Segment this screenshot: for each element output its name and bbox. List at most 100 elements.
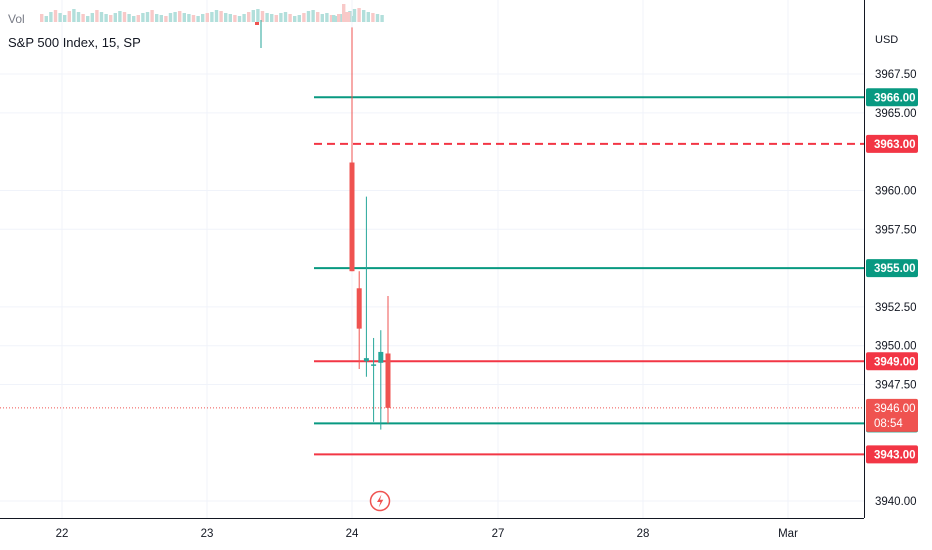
candlestick-series[interactable] bbox=[349, 27, 391, 430]
volume-bar bbox=[265, 13, 269, 22]
volume-bar bbox=[237, 16, 242, 22]
volume-bar bbox=[332, 15, 336, 22]
volume-bar bbox=[306, 11, 311, 22]
volume-bar bbox=[76, 12, 81, 22]
last-price-tag: 3946.00 08:54 bbox=[866, 398, 918, 432]
price-level-tag-label: 3943.00 bbox=[874, 449, 916, 461]
volume-bar bbox=[63, 15, 67, 22]
volume-bar bbox=[141, 13, 145, 22]
volume-bar bbox=[86, 16, 90, 22]
volume-bar bbox=[260, 11, 265, 22]
price-level-tag-background bbox=[866, 88, 918, 107]
volume-bar bbox=[228, 14, 232, 22]
volume-bar bbox=[339, 14, 343, 22]
price-level-tag-background bbox=[866, 259, 918, 278]
volume-bar bbox=[347, 12, 351, 22]
price-tick-label: 3947.50 bbox=[875, 380, 917, 392]
volume-bar bbox=[288, 14, 292, 22]
volume-bar bbox=[136, 15, 140, 22]
candle-body[interactable] bbox=[349, 162, 355, 272]
volume-bar bbox=[352, 16, 356, 22]
volume-bar bbox=[251, 10, 255, 22]
currency-label: USD bbox=[875, 34, 898, 46]
time-tick-label: Mar bbox=[778, 528, 798, 540]
volume-bar bbox=[155, 14, 159, 22]
time-tick-label: 27 bbox=[492, 528, 505, 540]
candle-body[interactable] bbox=[363, 358, 369, 362]
volume-bar bbox=[242, 14, 246, 22]
volume-bar bbox=[81, 14, 85, 22]
small-candle-body bbox=[255, 22, 259, 25]
time-axis-ticks: 22 23 24 27 28 Mar bbox=[56, 528, 798, 540]
volume-bar bbox=[375, 14, 380, 22]
candle-body[interactable] bbox=[356, 288, 362, 329]
candle-body[interactable] bbox=[378, 351, 384, 363]
volume-bar bbox=[366, 12, 370, 22]
volume-bar bbox=[293, 16, 297, 22]
grid-lines bbox=[0, 0, 864, 518]
volume-bar bbox=[219, 11, 223, 22]
time-tick-label: 22 bbox=[56, 528, 69, 540]
volume-bar bbox=[316, 12, 320, 22]
volume-bar bbox=[270, 14, 274, 22]
volume-bar bbox=[191, 15, 196, 22]
volume-bar bbox=[67, 11, 71, 22]
volume-bar bbox=[247, 12, 251, 22]
volume-bar bbox=[159, 15, 163, 22]
price-tick-label: 3957.50 bbox=[875, 224, 917, 236]
volume-bar bbox=[224, 13, 228, 22]
time-tick-label: 23 bbox=[201, 528, 214, 540]
volume-bar bbox=[357, 8, 361, 22]
volume-bar bbox=[196, 16, 200, 22]
volume-bar bbox=[164, 16, 168, 22]
volume-bar bbox=[302, 13, 306, 22]
volume-bar bbox=[90, 13, 94, 22]
last-price-value: 3946.00 bbox=[874, 403, 916, 415]
time-tick-label: 24 bbox=[346, 528, 359, 540]
volume-bar bbox=[53, 10, 58, 22]
volume-bar bbox=[173, 12, 177, 22]
price-level-tag-label: 3949.00 bbox=[874, 356, 916, 368]
volume-bar bbox=[337, 14, 341, 22]
candle-body[interactable] bbox=[385, 353, 391, 408]
volume-bar bbox=[311, 10, 315, 22]
price-tick-label: 3950.00 bbox=[875, 341, 917, 353]
volume-bar bbox=[334, 16, 338, 22]
time-tick-label: 28 bbox=[637, 528, 650, 540]
volume-bar bbox=[279, 13, 283, 22]
price-tick-label: 3965.00 bbox=[875, 108, 917, 120]
volume-bar bbox=[352, 9, 357, 22]
volume-bar bbox=[95, 10, 99, 22]
lightning-bolt-icon[interactable] bbox=[369, 490, 391, 512]
volume-bar bbox=[145, 12, 150, 22]
volume-bar bbox=[187, 14, 191, 22]
volume-bar bbox=[256, 9, 260, 22]
candle-body[interactable] bbox=[371, 364, 377, 366]
price-levels[interactable] bbox=[314, 96, 864, 456]
volume-bar bbox=[329, 15, 334, 22]
volume-bar bbox=[233, 15, 237, 22]
price-level-tag-background bbox=[866, 352, 918, 371]
volume-bar bbox=[109, 15, 113, 22]
time-axis-background[interactable] bbox=[0, 518, 932, 550]
volume-bar bbox=[342, 4, 346, 22]
volume-bar bbox=[168, 13, 173, 22]
volume-bar bbox=[99, 12, 104, 22]
price-tick-label: 3960.00 bbox=[875, 185, 917, 197]
price-level-tag-label: 3963.00 bbox=[874, 139, 916, 151]
volume-bar bbox=[113, 13, 117, 22]
price-tick-label: 3952.50 bbox=[875, 302, 917, 314]
volume-bar bbox=[40, 14, 44, 22]
volume-bar bbox=[178, 11, 182, 22]
chart-title: S&P 500 Index, 15, SP bbox=[8, 35, 141, 50]
volume-bar bbox=[132, 16, 136, 22]
volume-bar bbox=[118, 11, 122, 22]
countdown-timer: 08:54 bbox=[874, 418, 903, 430]
volume-bar bbox=[44, 16, 48, 22]
volume-bar bbox=[297, 15, 301, 22]
volume-bar bbox=[182, 13, 186, 22]
volume-bar bbox=[127, 14, 131, 22]
volume-bar bbox=[274, 15, 278, 22]
price-level-tag-background bbox=[866, 134, 918, 153]
